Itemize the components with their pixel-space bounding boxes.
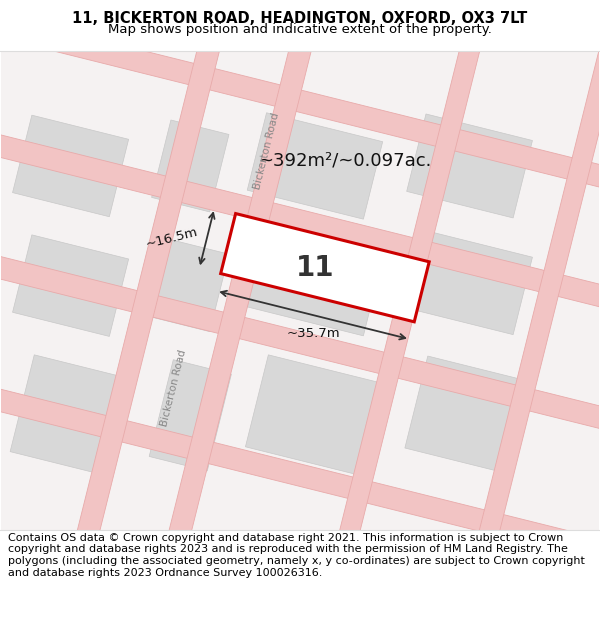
Text: 11, BICKERTON ROAD, HEADINGTON, OXFORD, OX3 7LT: 11, BICKERTON ROAD, HEADINGTON, OXFORD, … <box>73 11 527 26</box>
Polygon shape <box>407 114 532 218</box>
Polygon shape <box>407 231 532 334</box>
Polygon shape <box>0 236 600 449</box>
Polygon shape <box>10 355 131 476</box>
Polygon shape <box>0 0 600 208</box>
Polygon shape <box>0 114 600 328</box>
Polygon shape <box>245 355 385 476</box>
Polygon shape <box>145 0 335 625</box>
Text: ~35.7m: ~35.7m <box>286 327 340 340</box>
Text: Bickerton Road: Bickerton Road <box>253 112 281 191</box>
Polygon shape <box>405 356 534 474</box>
Text: 11: 11 <box>296 254 334 282</box>
Text: Contains OS data © Crown copyright and database right 2021. This information is : Contains OS data © Crown copyright and d… <box>8 533 584 578</box>
Polygon shape <box>152 240 229 332</box>
Polygon shape <box>152 120 229 212</box>
Text: ~16.5m: ~16.5m <box>144 226 199 251</box>
Text: Map shows position and indicative extent of the property.: Map shows position and indicative extent… <box>108 23 492 36</box>
Text: ~392m²/~0.097ac.: ~392m²/~0.097ac. <box>258 152 431 170</box>
Polygon shape <box>247 112 383 219</box>
Polygon shape <box>0 368 600 582</box>
Polygon shape <box>247 229 383 336</box>
Polygon shape <box>221 214 429 322</box>
Polygon shape <box>13 235 128 336</box>
Polygon shape <box>316 0 504 625</box>
Polygon shape <box>455 0 600 625</box>
Text: Bickerton Road: Bickerton Road <box>159 349 188 428</box>
Polygon shape <box>13 115 128 217</box>
Polygon shape <box>53 0 244 625</box>
Polygon shape <box>149 359 232 471</box>
